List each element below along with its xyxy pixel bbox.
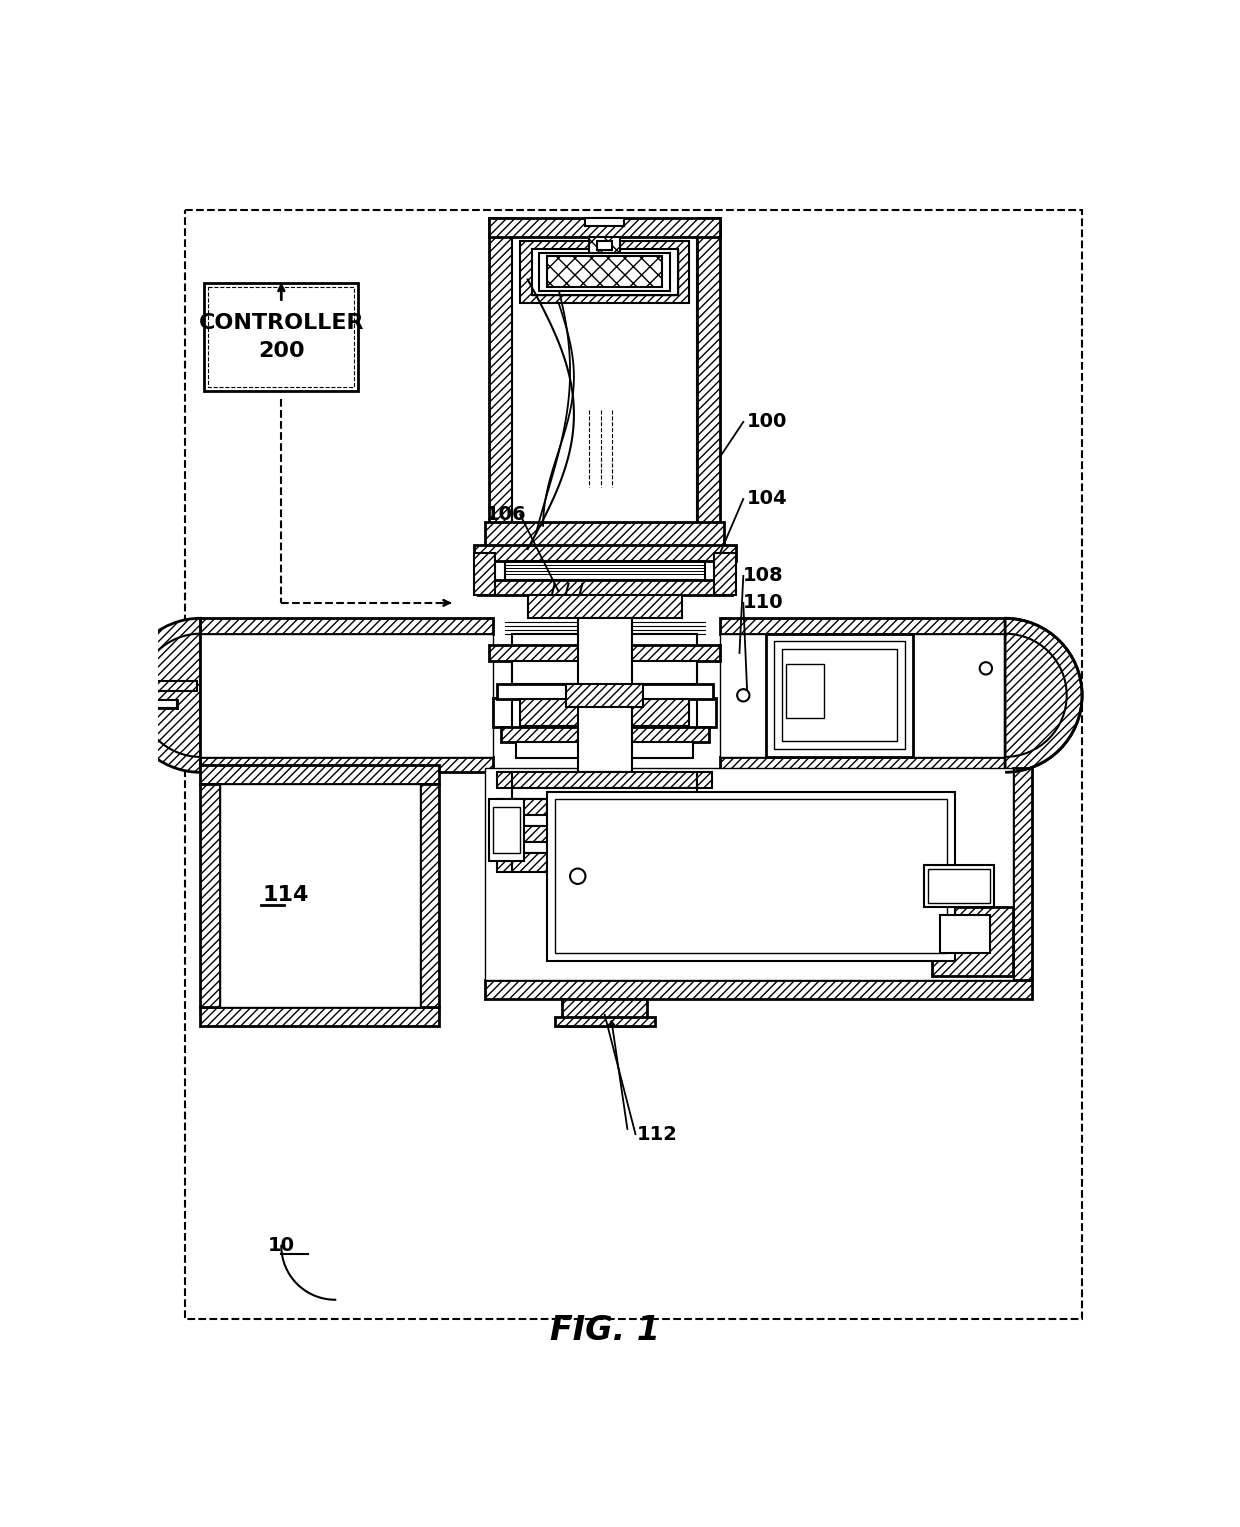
Bar [208, 287, 355, 388]
Bar [497, 773, 512, 788]
Bar [585, 218, 624, 226]
Bar [539, 252, 670, 292]
Text: 112: 112 [637, 1125, 678, 1144]
Bar [547, 257, 662, 287]
Bar [697, 799, 713, 814]
Bar [940, 915, 990, 953]
Bar [928, 869, 990, 902]
Bar [512, 841, 697, 854]
Bar [532, 249, 678, 295]
Bar [554, 1017, 655, 1026]
Bar [512, 826, 697, 841]
Bar [474, 545, 735, 560]
Bar [505, 695, 704, 730]
Bar [512, 788, 697, 799]
Bar [1013, 768, 1032, 980]
Bar [497, 854, 512, 872]
Bar [512, 814, 697, 826]
Wedge shape [1006, 618, 1083, 773]
Bar [477, 580, 732, 596]
Bar [494, 806, 520, 854]
Bar [505, 560, 704, 580]
Bar [201, 618, 494, 634]
Bar [528, 596, 682, 618]
Text: 110: 110 [743, 594, 784, 612]
Bar [474, 553, 495, 596]
Bar [485, 522, 724, 550]
Bar [154, 699, 177, 707]
Bar [154, 681, 197, 690]
Text: 108: 108 [743, 567, 784, 585]
Bar [720, 634, 1006, 757]
Bar [490, 646, 720, 661]
Bar [720, 618, 1006, 634]
Text: FIG. 1: FIG. 1 [549, 1315, 660, 1347]
Bar [497, 684, 713, 699]
Bar [589, 237, 620, 252]
Bar [485, 768, 1013, 980]
Bar [494, 698, 717, 727]
Bar [201, 634, 494, 757]
Bar [554, 799, 947, 953]
Bar [697, 826, 713, 841]
Bar [520, 699, 689, 727]
Bar [563, 1000, 647, 1026]
Bar [697, 773, 713, 788]
Circle shape [980, 663, 992, 675]
Text: 114: 114 [262, 886, 309, 906]
Bar [578, 618, 631, 773]
Bar [697, 854, 713, 872]
Bar [924, 864, 993, 907]
Bar [420, 783, 439, 1008]
Bar [714, 553, 735, 596]
Bar [201, 757, 494, 773]
Text: 106: 106 [485, 505, 526, 524]
Circle shape [570, 869, 585, 884]
Bar [720, 757, 1006, 773]
Bar [516, 742, 693, 757]
Bar [501, 727, 708, 742]
Bar [201, 783, 219, 1008]
Bar [596, 241, 613, 250]
Bar [512, 854, 697, 872]
Bar [697, 218, 720, 550]
Bar [781, 649, 898, 742]
Bar [201, 765, 439, 783]
Bar [512, 237, 697, 550]
Bar [532, 249, 678, 295]
Bar [490, 218, 512, 550]
Bar [497, 799, 512, 814]
Bar [786, 664, 825, 718]
Bar [774, 641, 905, 750]
Text: 200: 200 [258, 341, 305, 360]
Bar [547, 791, 955, 960]
Wedge shape [124, 618, 201, 773]
Bar [205, 284, 358, 391]
Bar [490, 799, 523, 861]
Bar [766, 634, 913, 757]
Bar [497, 826, 512, 841]
Circle shape [737, 689, 749, 701]
Bar [512, 634, 697, 742]
Text: CONTROLLER: CONTROLLER [198, 313, 365, 333]
Bar [219, 783, 420, 1008]
Bar [512, 661, 697, 684]
Bar [932, 907, 1013, 976]
Bar [490, 218, 720, 237]
Text: 100: 100 [748, 412, 787, 432]
Bar [520, 241, 689, 302]
Bar [567, 684, 644, 707]
Bar [512, 773, 697, 788]
Text: 10: 10 [268, 1237, 295, 1255]
Bar [512, 799, 697, 814]
Bar [201, 1008, 439, 1026]
Bar [485, 980, 1032, 1000]
Text: 104: 104 [748, 490, 787, 508]
